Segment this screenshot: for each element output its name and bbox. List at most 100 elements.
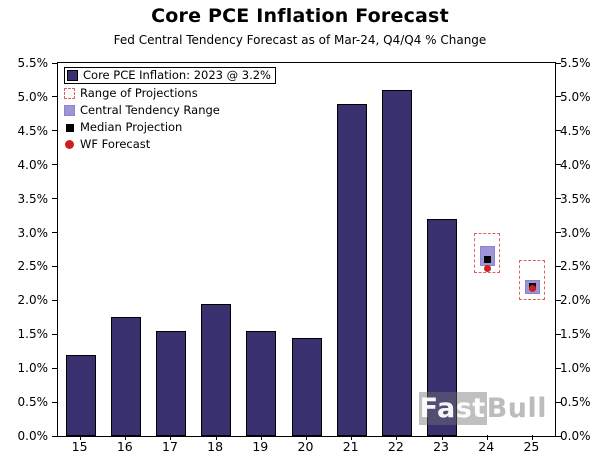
y-tick-mark [556, 333, 561, 335]
y-tick-mark [556, 96, 561, 98]
y-tick-mark [556, 232, 561, 234]
x-tick-mark [441, 435, 443, 440]
legend-marker-wf-icon [65, 140, 74, 149]
legend-label: Range of Projections [80, 86, 198, 100]
y-tick-label-right: 5.0% [560, 89, 591, 104]
bar-16 [110, 317, 141, 436]
x-tick-mark [80, 435, 82, 440]
y-tick-mark [556, 401, 561, 403]
x-tick-label: 25 [523, 439, 540, 454]
bar-23 [427, 218, 458, 436]
wf-forecast-25 [528, 285, 536, 293]
y-tick-label-left: 2.5% [17, 259, 49, 274]
legend-item-range: Range of Projections [64, 86, 198, 101]
x-tick-mark [215, 435, 217, 440]
y-tick-label-right: 0.0% [560, 429, 591, 443]
y-tick-mark [52, 96, 57, 98]
legend-label: Core PCE Inflation: 2023 @ 3.2% [83, 68, 271, 82]
bar-21 [336, 103, 367, 436]
y-tick-label-right: 1.5% [560, 327, 591, 342]
y-tick-mark [556, 299, 561, 301]
x-tick-mark [260, 435, 262, 440]
x-tick-label: 21 [342, 439, 359, 454]
x-tick-mark [396, 435, 398, 440]
x-tick-mark [351, 435, 353, 440]
y-tick-mark [556, 435, 561, 437]
median-projection-24 [483, 256, 491, 264]
y-tick-label-left: 2.0% [17, 293, 49, 308]
x-tick-label: 18 [207, 439, 224, 454]
bar-19 [246, 330, 277, 436]
y-tick-label-left: 5.5% [17, 56, 49, 70]
chart-subtitle: Fed Central Tendency Forecast as of Mar-… [113, 33, 487, 47]
x-axis: 15 16 17 18 19 20 21 22 23 24 25 [57, 439, 556, 459]
legend-item-bar: Core PCE Inflation: 2023 @ 3.2% [64, 67, 276, 84]
watermark-text-bull: Bull [486, 393, 547, 424]
legend-item-wf: WF Forecast [64, 137, 150, 152]
bar-22 [381, 90, 412, 436]
x-tick-label: 15 [71, 439, 88, 454]
legend-item-median: Median Projection [64, 120, 182, 135]
y-tick-label-left: 4.0% [17, 157, 49, 172]
watermark: FastBull [418, 392, 547, 425]
y-tick-mark [52, 299, 57, 301]
x-tick-label: 17 [162, 439, 178, 454]
wf-forecast-24 [483, 264, 491, 272]
x-tick-label: 23 [433, 439, 449, 454]
x-tick-mark [125, 435, 127, 440]
bar-20 [291, 337, 322, 436]
y-tick-mark [52, 367, 57, 369]
x-tick-label: 24 [478, 439, 495, 454]
y-tick-mark [52, 130, 57, 132]
y-axis-left: 0.0% 0.5% 1.0% 1.5% 2.0% 2.5% 3.0% 3.5% 4.0% 4.5%… [0, 56, 53, 443]
legend-label: Median Projection [80, 120, 183, 134]
y-tick-label-right: 0.5% [560, 395, 591, 410]
y-tick-label-left: 3.0% [17, 225, 49, 240]
y-tick-label-left: 1.0% [17, 361, 49, 376]
x-tick-label: 20 [297, 439, 314, 454]
legend-item-central: Central Tendency Range [64, 103, 220, 118]
y-tick-mark [52, 62, 57, 64]
plot-area: Core PCE Inflation: 2023 @ 3.2% Range of … [52, 62, 561, 440]
y-tick-label-right: 4.0% [560, 157, 591, 172]
range-of-projections-24 [474, 232, 501, 274]
bar-15 [65, 354, 96, 436]
legend-label: WF Forecast [80, 137, 151, 151]
y-tick-label-right: 3.5% [560, 191, 591, 206]
watermark-text-fast: Fast [418, 392, 487, 425]
y-tick-label-left: 0.5% [17, 395, 49, 410]
y-tick-label-right: 4.5% [560, 123, 591, 138]
range-of-projections-25 [519, 259, 546, 301]
y-tick-label-left: 5.0% [17, 89, 49, 104]
x-tick-mark [170, 435, 172, 440]
x-tick-mark [531, 435, 533, 440]
y-tick-label-right: 1.0% [560, 361, 591, 376]
y-tick-mark [556, 265, 561, 267]
legend-marker-median-icon [66, 123, 74, 132]
y-tick-label-left: 0.0% [17, 429, 49, 443]
y-tick-label-left: 1.5% [17, 327, 49, 342]
y-tick-mark [556, 198, 561, 200]
y-tick-mark [52, 232, 57, 234]
bar-17 [155, 330, 186, 436]
y-tick-mark [52, 265, 57, 267]
legend-marker-central-icon [64, 105, 75, 116]
y-tick-label-right: 2.5% [560, 259, 591, 274]
y-tick-mark [52, 333, 57, 335]
legend-label: Central Tendency Range [80, 103, 220, 117]
y-tick-label-left: 3.5% [17, 191, 49, 206]
y-tick-mark [52, 164, 57, 166]
y-tick-mark [556, 164, 561, 166]
legend: Core PCE Inflation: 2023 @ 3.2% Range of … [64, 67, 276, 154]
x-tick-label: 16 [116, 439, 133, 454]
y-tick-mark [52, 198, 57, 200]
y-tick-label-left: 4.5% [17, 123, 49, 138]
y-tick-label-right: 2.0% [560, 293, 591, 308]
x-tick-mark [486, 435, 488, 440]
chart-title: Core PCE Inflation Forecast [151, 5, 449, 27]
bar-18 [201, 303, 232, 436]
legend-marker-range-icon [64, 88, 75, 99]
y-tick-label-right: 3.0% [560, 225, 591, 240]
x-tick-label: 19 [252, 439, 269, 454]
